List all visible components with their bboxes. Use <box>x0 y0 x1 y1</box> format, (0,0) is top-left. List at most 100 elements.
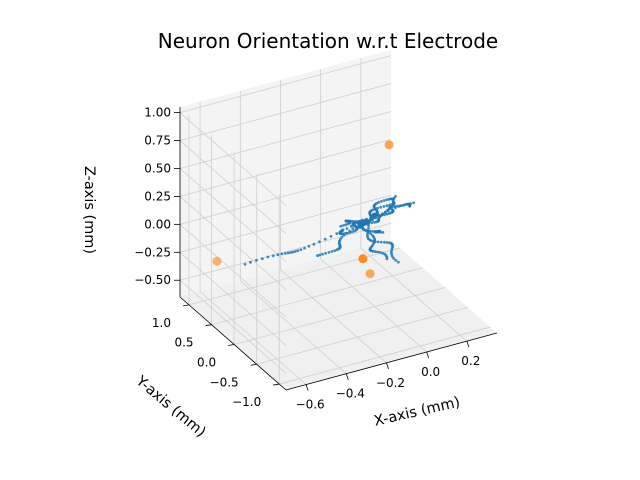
neuron-branch <box>356 220 389 261</box>
neuron-point <box>383 240 386 244</box>
x-axis-line <box>285 332 498 391</box>
z-axis-label: Z-axis (mm) <box>81 166 97 254</box>
grid-line <box>234 287 446 345</box>
electrode-point <box>358 254 368 264</box>
neuron-point <box>296 249 300 253</box>
neuron-point <box>249 260 252 264</box>
grid-line <box>256 306 468 365</box>
neuron-point <box>291 250 295 254</box>
neuron-point <box>376 206 379 210</box>
pane-back <box>180 50 391 297</box>
neuron-point <box>385 212 389 216</box>
neuron-point <box>382 199 386 202</box>
neuron-point <box>394 195 397 198</box>
neuron-point <box>348 231 351 235</box>
neuron-point <box>289 251 292 254</box>
neuron-point <box>390 207 394 211</box>
neuron-point <box>397 205 401 208</box>
neuron-point <box>386 209 390 213</box>
neuron-point <box>358 223 361 227</box>
y-tick <box>182 304 190 307</box>
neuron-point <box>329 235 333 238</box>
neuron-point <box>333 249 337 253</box>
neuron-point <box>385 257 389 261</box>
grid-line <box>179 112 287 206</box>
neuron-point <box>394 206 397 210</box>
neuron-point <box>371 249 375 253</box>
neuron-point <box>342 224 345 227</box>
y-tick <box>273 383 280 386</box>
grid-line <box>179 194 392 253</box>
x-tick <box>426 351 430 359</box>
electrode-point <box>212 256 222 266</box>
neuron-point <box>400 204 404 207</box>
neuron-point <box>363 219 366 223</box>
neuron-point <box>335 248 339 252</box>
y-tick-label: 0.5 <box>174 336 193 350</box>
z-tick-label: −0.50 <box>134 273 171 287</box>
neuron-point <box>378 251 382 254</box>
neuron-point <box>283 252 287 255</box>
neuron-point <box>385 241 389 244</box>
y-tick-label: 1.0 <box>152 316 171 330</box>
grid-line <box>179 139 392 197</box>
pane-floor <box>180 240 497 390</box>
grid-line <box>320 258 427 353</box>
neuron-point <box>340 236 344 239</box>
x-tick <box>466 341 470 348</box>
y-tick <box>205 324 212 327</box>
x-tick-label: −0.4 <box>336 387 365 401</box>
neuron-point <box>299 248 303 252</box>
x-tick <box>386 362 389 369</box>
neuron-point <box>381 231 385 234</box>
neuron-point <box>381 212 385 216</box>
neuron-point <box>286 251 290 255</box>
neuron-point <box>380 200 383 203</box>
neuron-point <box>391 205 394 209</box>
neuron-point <box>324 251 327 255</box>
x-tick <box>345 373 349 380</box>
x-tick-label: −0.2 <box>376 376 405 390</box>
neuron-point <box>360 222 364 226</box>
electrode-point <box>365 269 375 279</box>
grid-line <box>179 222 392 281</box>
neuron-point <box>349 224 353 228</box>
neuron-point <box>339 224 343 228</box>
neuron-point <box>321 252 324 256</box>
neuron-branch <box>338 219 366 236</box>
neuron-point <box>412 201 415 205</box>
neuron-point <box>364 222 367 226</box>
neuron-point <box>379 205 383 209</box>
neuron-point <box>392 257 396 260</box>
neuron-point <box>327 251 331 254</box>
neuron-point <box>373 207 377 211</box>
grid-line <box>179 168 287 262</box>
electrode-markers <box>212 140 394 279</box>
neuron-point <box>307 244 311 248</box>
neuron-point <box>335 232 339 236</box>
grid-line <box>179 279 287 374</box>
neuron-point <box>276 253 280 257</box>
chart-title: Neuron Orientation w.r.t Electrode <box>158 29 498 53</box>
y-tick-label: 0.0 <box>197 355 216 369</box>
neuron-point <box>280 252 284 256</box>
z-tick-label: 0.00 <box>144 217 171 231</box>
neuron-point <box>364 229 368 232</box>
neuron-point <box>367 221 371 225</box>
neuron-point <box>371 208 374 212</box>
electrode-point <box>384 140 394 150</box>
neuron-point <box>370 221 374 225</box>
neuron-point <box>376 250 380 254</box>
neuron-point <box>360 219 364 223</box>
neuron-point <box>330 250 334 253</box>
neuron-point <box>376 230 380 234</box>
grid-line <box>179 224 287 318</box>
x-axis-label: X-axis (mm) <box>373 394 462 429</box>
neuron-point <box>352 229 356 233</box>
neuron-point <box>323 237 327 241</box>
neuron-point <box>266 255 270 259</box>
x-tick-label: 0.0 <box>421 365 440 379</box>
neuron-point <box>370 239 374 243</box>
grid-line <box>280 269 387 364</box>
z-tick-label: 0.25 <box>144 189 171 203</box>
